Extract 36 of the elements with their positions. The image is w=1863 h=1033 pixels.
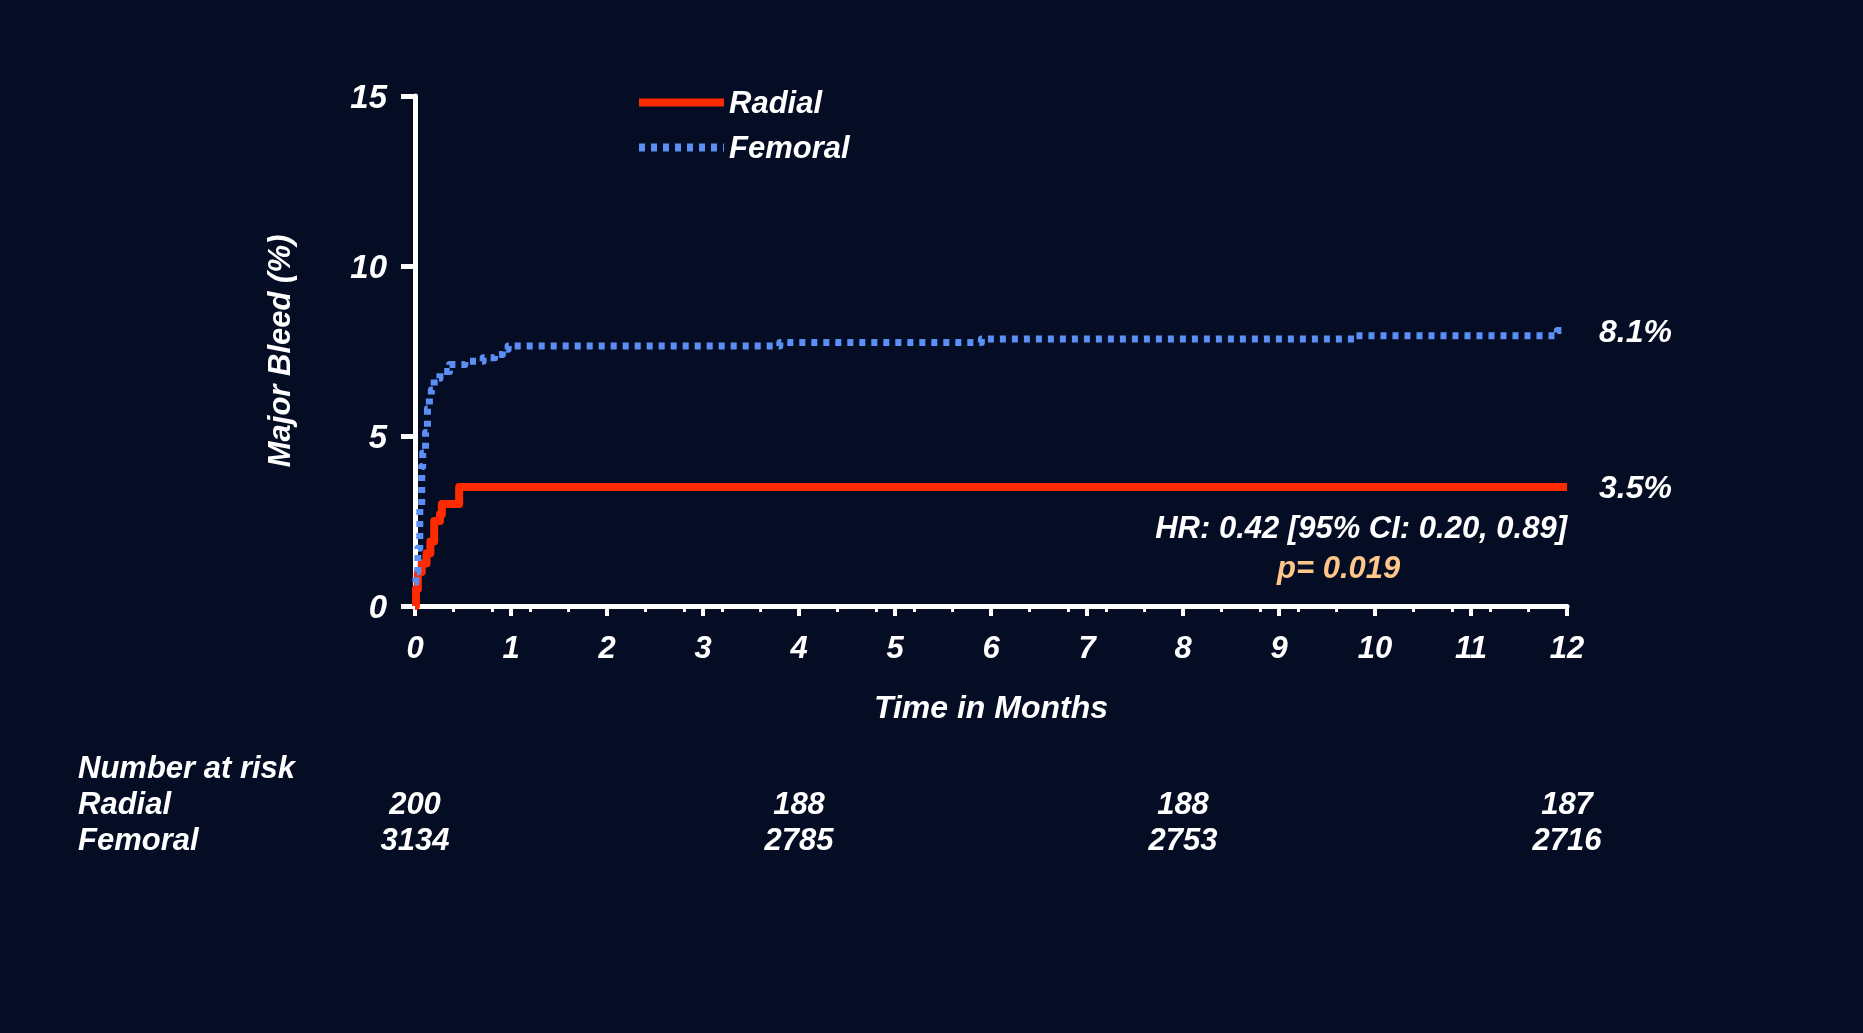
x-tick-label: 3 (694, 630, 712, 665)
x-tick-label: 0 (406, 630, 424, 665)
annotation: 3.5% (1599, 469, 1672, 505)
x-tick-label: 11 (1454, 630, 1488, 665)
x-tick-label: 12 (1549, 630, 1585, 665)
y-axis-title: Major Bleed (%) (262, 234, 297, 468)
text: 3134 (380, 822, 450, 857)
text: 187 (1541, 786, 1595, 821)
text: 200 (388, 786, 441, 821)
y-tick-label: 5 (368, 417, 388, 455)
y-tick-label: 0 (368, 587, 388, 625)
legend-label: Femoral (729, 130, 851, 165)
annotation: p= 0.019 (1276, 550, 1401, 585)
text: 188 (1157, 786, 1210, 821)
text: Number at risk (78, 750, 297, 785)
x-tick-label: 4 (789, 630, 808, 665)
x-tick-label: 9 (1270, 630, 1289, 665)
x-tick-label: 8 (1174, 630, 1193, 665)
x-tick-label: 10 (1357, 630, 1393, 665)
text: 2753 (1147, 822, 1218, 857)
text: 188 (773, 786, 826, 821)
x-tick-label: 6 (982, 630, 1001, 665)
text: Femoral (78, 822, 200, 857)
legend-label: Radial (729, 85, 824, 120)
y-tick-label: 15 (350, 77, 388, 115)
x-tick-label: 2 (597, 630, 616, 665)
text: Radial (78, 786, 173, 821)
x-tick-label: 7 (1078, 630, 1098, 665)
text: 2716 (1531, 822, 1603, 857)
y-tick-label: 10 (350, 247, 388, 285)
annotation: HR: 0.42 [95% CI: 0.20, 0.89] (1155, 510, 1569, 545)
annotation: 8.1% (1599, 312, 1672, 349)
x-axis-title: Time in Months (873, 689, 1109, 725)
x-tick-label: 5 (886, 630, 905, 665)
x-tick-label: 1 (502, 630, 520, 665)
text: 2785 (763, 822, 835, 857)
